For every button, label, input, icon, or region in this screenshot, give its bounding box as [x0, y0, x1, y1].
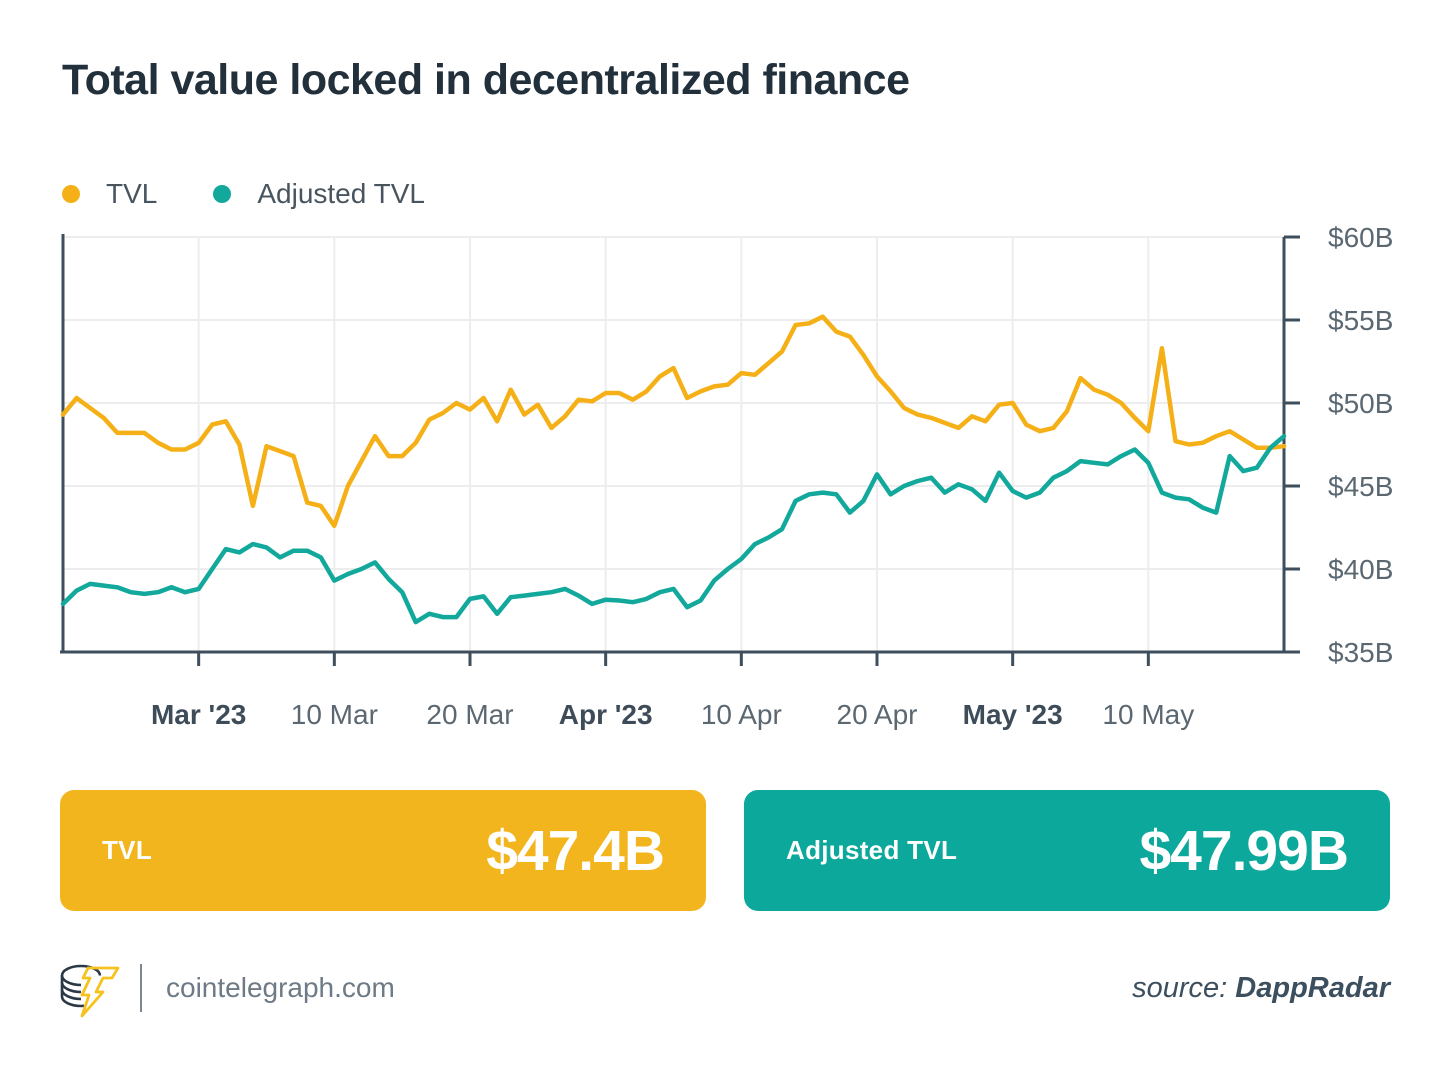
x-tick-label: Apr '23 [559, 699, 653, 730]
x-axis-labels: Mar '23 10 Mar 20 Mar Apr '23 10 Apr 20 Apr Ma… [151, 699, 1194, 730]
y-tick-label: $60B [1328, 222, 1393, 253]
x-tick-label: 10 May [1102, 699, 1194, 730]
x-tick-label: 10 Mar [291, 699, 378, 730]
x-tick-label: 20 Mar [426, 699, 513, 730]
cointelegraph-logo-icon [60, 964, 120, 1018]
tvl-badge-value: $47.4B [486, 818, 665, 883]
tvl-badge-label: TVL [102, 835, 153, 865]
footer: cointelegraph.com source: DappRadar [58, 958, 1390, 1018]
footer-divider [140, 964, 142, 1012]
legend-label-tvl: TVL [106, 178, 158, 209]
y-tick-label: $45B [1328, 471, 1393, 502]
tvl-line [60, 314, 1287, 529]
x-tick-label: 10 Apr [701, 699, 782, 730]
y-axis-labels: $60B $55B $50B $45B $40B $35B [1328, 222, 1393, 668]
legend-item-tvl: TVL [62, 178, 157, 210]
tvl-legend-dot-icon [62, 185, 80, 203]
summary-badges: TVL $47.4B Adjusted TVL $47.99B [60, 790, 1390, 911]
adjusted-tvl-badge-label: Adjusted TVL [786, 835, 958, 865]
adjusted-tvl-line [60, 433, 1287, 625]
footer-branding: cointelegraph.com [58, 958, 395, 1018]
legend: TVL Adjusted TVL [62, 178, 425, 210]
y-tick-label: $55B [1328, 305, 1393, 336]
adjusted-tvl-legend-dot-icon [213, 185, 232, 203]
tvl-badge: TVL $47.4B [60, 790, 706, 911]
y-tick-label: $35B [1328, 637, 1393, 668]
y-tick-label: $50B [1328, 388, 1393, 419]
x-tick-label: Mar '23 [151, 699, 246, 730]
source-prefix: source: [1132, 971, 1236, 1004]
source-name: DappRadar [1235, 971, 1390, 1004]
x-tick-label: 20 Apr [837, 699, 918, 730]
footer-site-url[interactable]: cointelegraph.com [166, 972, 395, 1003]
adjusted-tvl-badge-value: $47.99B [1139, 818, 1349, 883]
gridlines [63, 236, 1284, 652]
page-title: Total value locked in decentralized fina… [62, 56, 910, 104]
x-tick-label: May '23 [963, 699, 1063, 730]
adjusted-tvl-badge: Adjusted TVL $47.99B [744, 790, 1390, 911]
legend-label-adjusted-tvl: Adjusted TVL [257, 178, 425, 209]
legend-item-adjusted-tvl: Adjusted TVL [213, 178, 425, 210]
y-tick-label: $40B [1328, 554, 1393, 585]
axes [60, 234, 1300, 666]
source-credit: source: DappRadar [1132, 972, 1390, 1005]
